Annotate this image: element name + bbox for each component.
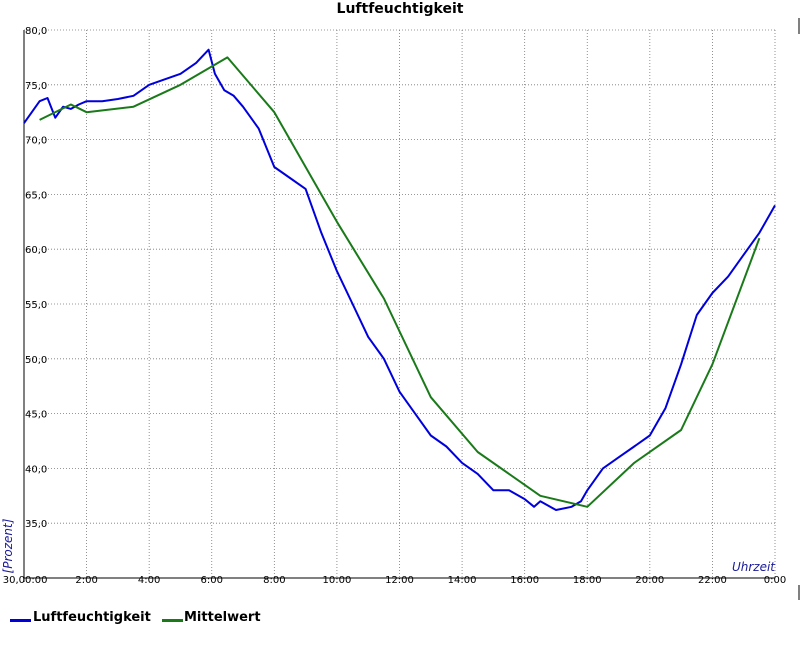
y-tick-label: 70,0 bbox=[25, 136, 47, 147]
legend-label-mittelwert: Mittelwert bbox=[184, 610, 261, 625]
x-tick-label: 12:00 bbox=[385, 575, 414, 586]
y-tick-label: 65,0 bbox=[25, 190, 47, 201]
y-tick-label: 80,0 bbox=[25, 26, 47, 37]
x-tick-label: 0:00 bbox=[25, 575, 47, 586]
x-axis-label: Uhrzeit bbox=[732, 560, 776, 574]
y-tick-label: 60,0 bbox=[25, 245, 47, 256]
y-tick-label: 45,0 bbox=[25, 410, 47, 421]
legend: Luftfeuchtigkeit Mittelwert bbox=[10, 610, 261, 625]
legend-item-mittelwert: Mittelwert bbox=[162, 610, 261, 625]
legend-label-luftfeuchtigkeit: Luftfeuchtigkeit bbox=[33, 610, 151, 625]
x-tick-label: 20:00 bbox=[635, 575, 664, 586]
plot-frame bbox=[23, 18, 800, 600]
x-tick-label: 8:00 bbox=[263, 575, 285, 586]
y-tick-label: 55,0 bbox=[25, 300, 47, 311]
y-tick-label: 75,0 bbox=[25, 81, 47, 92]
grid bbox=[24, 29, 776, 578]
x-tick-label: 10:00 bbox=[323, 575, 352, 586]
series-line-luftfeuchtigkeit bbox=[23, 48, 776, 511]
x-tick-label: 14:00 bbox=[448, 575, 477, 586]
x-tick-label: 6:00 bbox=[201, 575, 223, 586]
y-tick-label: 50,0 bbox=[25, 355, 47, 366]
x-tick-label: 18:00 bbox=[573, 575, 602, 586]
x-tick-label: 16:00 bbox=[510, 575, 539, 586]
x-tick-label: 4:00 bbox=[138, 575, 160, 586]
legend-item-luftfeuchtigkeit: Luftfeuchtigkeit bbox=[10, 610, 151, 625]
x-tick-label: 2:00 bbox=[75, 575, 97, 586]
y-axis: 35,0 40,0 45,0 50,0 55,0 60,0 65,0 70,0 75,0 80,0 bbox=[25, 26, 47, 530]
series-layer bbox=[23, 48, 776, 511]
legend-swatch-mittelwert bbox=[162, 619, 183, 622]
x-tick-label: 22:00 bbox=[698, 575, 727, 586]
y-tick-label: 35,0 bbox=[25, 519, 47, 530]
y-tick-label: 40,0 bbox=[25, 464, 47, 475]
x-axis: 0:00 2:00 4:00 6:00 8:00 10:00 12:00 14:00 16:00… bbox=[3, 575, 787, 586]
x-tick-label: 0:00 bbox=[764, 575, 786, 586]
legend-swatch-luftfeuchtigkeit bbox=[10, 619, 31, 622]
y-tick-label: 30,0 bbox=[3, 575, 25, 586]
series-line-mittelwert bbox=[39, 56, 761, 508]
y-axis-label: [Prozent] bbox=[1, 518, 15, 573]
chart-title: Luftfeuchtigkeit bbox=[337, 1, 464, 17]
